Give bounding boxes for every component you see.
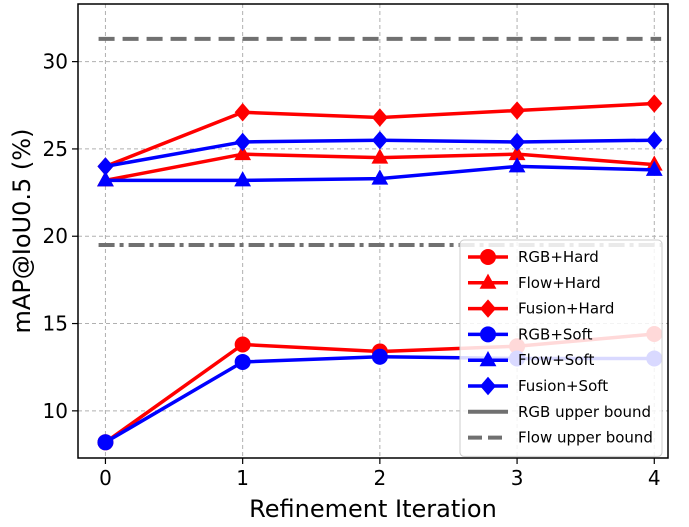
legend: RGB+Hard Flow+Hard Fusion+Hard RGB+Soft Flow…: [459, 239, 663, 457]
data-point: [234, 171, 252, 187]
data-point: [371, 108, 388, 127]
data-point: [509, 132, 526, 152]
data-point: [646, 94, 663, 113]
x-tick-label: 2: [373, 466, 386, 490]
data-point: [234, 103, 251, 122]
series-group: [97, 94, 663, 176]
y-tick-label: 10: [43, 399, 68, 423]
series-group: [97, 157, 663, 187]
legend-item: Flow+Hard: [468, 273, 601, 292]
legend-box: [459, 239, 663, 457]
data-point: [508, 157, 526, 173]
data-point: [97, 157, 114, 176]
legend-label: RGB+Soft: [518, 325, 593, 343]
y-tick-label: 15: [43, 312, 68, 336]
legend-item: Flow+Soft: [468, 351, 595, 369]
legend-marker: [480, 249, 496, 265]
series-group: [97, 131, 663, 176]
legend-label: Flow upper bound: [518, 429, 653, 447]
legend-label: RGB upper bound: [518, 403, 651, 421]
legend-marker: [480, 326, 496, 343]
legend-item: Fusion+Hard: [468, 299, 614, 318]
x-tick-label: 0: [99, 466, 112, 490]
y-tick-label: 20: [43, 224, 68, 248]
data-point: [234, 132, 251, 152]
data-point: [234, 144, 252, 161]
data-point: [234, 336, 251, 353]
legend-label: Flow+Soft: [518, 351, 595, 369]
data-point: [97, 434, 114, 451]
data-point: [646, 131, 663, 150]
legend-label: Flow+Hard: [518, 274, 601, 292]
legend-label: RGB+Hard: [518, 248, 599, 266]
legend-item: RGB+Soft: [468, 325, 593, 343]
legend-marker: [480, 299, 496, 318]
x-tick-label: 4: [648, 466, 661, 490]
y-tick-label: 25: [43, 137, 68, 161]
data-point: [371, 348, 388, 365]
x-axis-title: Refinement Iteration: [249, 495, 497, 523]
legend-item: RGB+Hard: [468, 248, 599, 266]
data-point: [371, 148, 389, 164]
data-point: [234, 353, 251, 370]
x-tick-label: 1: [236, 466, 249, 490]
legend-item: RGB upper bound: [468, 403, 651, 421]
y-tick-label: 30: [43, 50, 68, 74]
data-point: [508, 144, 526, 161]
data-point: [509, 101, 526, 120]
data-point: [645, 160, 663, 176]
y-axis-title: mAP@IoU0.5 (%): [8, 129, 36, 334]
legend-marker: [480, 376, 496, 396]
legend-marker: [479, 273, 497, 289]
data-point: [371, 131, 388, 150]
data-point: [371, 169, 389, 185]
legend-marker: [479, 351, 497, 367]
reference-lines: [98, 36, 662, 247]
x-tick-label: 3: [511, 466, 524, 490]
legend-label: Fusion+Soft: [518, 377, 608, 395]
plot-frame: [77, 3, 669, 459]
axis-ticks: 0 1 2 3 4 10 15 20 25 30: [43, 50, 661, 490]
legend-item: Fusion+Soft: [468, 376, 608, 396]
legend-label: Fusion+Hard: [518, 300, 614, 318]
data-point: [97, 171, 114, 187]
legend-item: Flow upper bound: [468, 429, 653, 447]
